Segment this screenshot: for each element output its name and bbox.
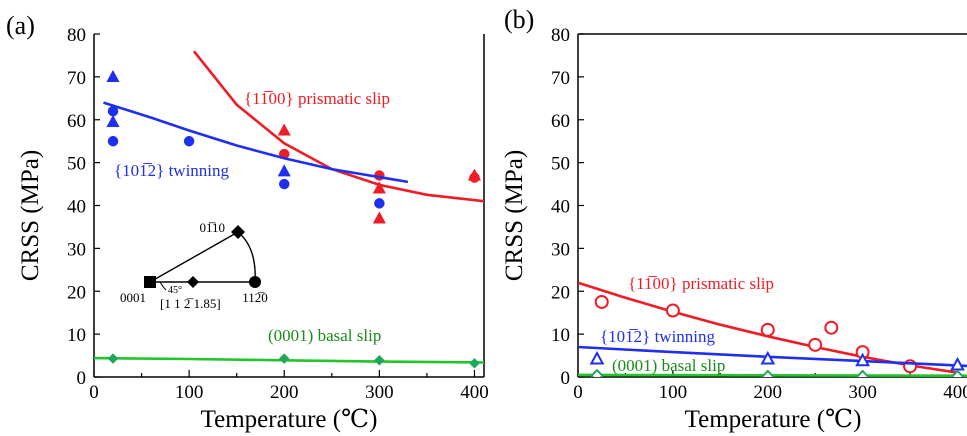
triangle-point (372, 181, 386, 194)
circle-point (808, 337, 823, 352)
inset-circle-marker (249, 276, 261, 288)
x-tick-label: 100 (175, 382, 204, 403)
diamond-point (855, 369, 870, 377)
inset-edge (149, 231, 239, 283)
y-tick-label: 50 (67, 154, 86, 175)
x-tick-label: 0 (573, 382, 583, 403)
circle-point (278, 178, 290, 190)
y-tick-label: 0 (77, 368, 87, 389)
x-tick-label: 0 (89, 382, 99, 403)
fit-line (103, 101, 409, 184)
triangle-point (372, 211, 386, 224)
diamond-point (374, 354, 385, 366)
axes: 0 10 20 30 40 50 60 70 80 0 100 200 300 400 Temperatur… (17, 25, 489, 433)
axes: 0 10 20 30 40 50 60 70 80 0 100 200 300 400 Temperatur… (501, 25, 967, 433)
diamond-point (590, 368, 604, 377)
x-tick-label: 400 (943, 382, 967, 403)
x-tick-label: 200 (270, 382, 299, 403)
series-0 (192, 50, 484, 224)
y-tick-label: 20 (551, 282, 570, 303)
y-tick-label: 0 (561, 368, 571, 389)
y-tick-label: 40 (551, 197, 570, 218)
diamond-point (469, 357, 480, 369)
x-tick-label: 300 (848, 382, 877, 403)
triangle-point (760, 350, 776, 365)
inset-label-direction: [1 1 2̅ 1.85] (160, 296, 221, 311)
inset-arc (237, 231, 256, 283)
y-tick-label: 10 (551, 325, 570, 346)
fit-line (192, 50, 484, 203)
circle-point (665, 303, 680, 318)
y-axis-title: CRSS (MPa) (501, 150, 528, 281)
circle-point (594, 294, 609, 309)
panel-b-label: (b) (504, 5, 534, 34)
series-label: {101̅2} twinning (600, 327, 716, 346)
x-tick-label: 300 (365, 382, 394, 403)
y-tick-label: 60 (67, 111, 86, 132)
x-tick-label: 400 (460, 382, 489, 403)
circle-point (183, 135, 195, 147)
panel-a-label: (a) (6, 11, 35, 40)
chart-panel-b: (b) 0 10 20 30 40 50 60 70 80 0 100 200 300 400 Temper… (501, 5, 967, 433)
y-tick-label: 60 (551, 111, 570, 132)
series-label: (0001) basal slip (612, 356, 725, 375)
triangle-point (106, 114, 120, 128)
y-tick-label: 10 (67, 325, 86, 346)
y-tick-label: 80 (551, 25, 570, 46)
x-axis-title: Temperature (℃) (201, 406, 378, 433)
circle-point (107, 135, 119, 147)
inset-label-angle: 45° (168, 285, 182, 296)
inset-label-right: 112̅0 (242, 290, 268, 305)
diamond-point (760, 369, 775, 377)
series-label: {101̅2} twinning (114, 161, 230, 180)
y-tick-label: 30 (551, 239, 570, 260)
inset-label-left: 0001 (120, 290, 146, 305)
y-tick-label: 70 (67, 68, 86, 89)
series-1 (103, 69, 409, 209)
inset-label-top: 01̅10 (199, 220, 225, 235)
diamond-point (950, 369, 965, 377)
y-tick-label: 40 (67, 197, 86, 218)
series-1 (578, 345, 967, 371)
y-tick-label: 20 (67, 282, 86, 303)
inset-angle-arc (159, 281, 167, 291)
y-tick-label: 50 (551, 154, 570, 175)
series-label: {11̅00} prismatic slip (628, 274, 774, 293)
circle-point (824, 320, 839, 335)
circle-point (107, 105, 119, 117)
circle-point (374, 198, 385, 209)
inset-triangle-marker (231, 225, 245, 239)
diamond-point (278, 353, 290, 364)
triangle-point (106, 69, 120, 83)
x-axis-title: Temperature (℃) (685, 406, 862, 433)
circle-point (469, 172, 480, 183)
triangle-point (277, 164, 291, 177)
series-label: {11̅00} prismatic slip (244, 89, 390, 108)
inset-diamond-marker (187, 276, 199, 288)
series-2 (94, 353, 484, 369)
triangle-point (277, 123, 291, 136)
inset-square-marker (144, 276, 156, 288)
triangle-point (589, 350, 605, 365)
y-tick-label: 70 (551, 68, 570, 89)
chart-panel-a: (a) 0 10 20 30 40 50 60 70 80 0 100 200 300 400 Temper… (6, 11, 489, 433)
x-tick-label: 100 (659, 382, 688, 403)
series-2 (578, 368, 967, 377)
y-tick-label: 80 (67, 25, 86, 46)
y-tick-label: 30 (67, 239, 86, 260)
inset-schematic: 01̅10 0001 112̅0 45°[1 1 2̅ 1.85] (120, 220, 268, 311)
y-axis-title: CRSS (MPa) (17, 150, 44, 281)
circle-point (760, 322, 775, 337)
diamond-point (107, 353, 119, 364)
series-label: (0001) basal slip (268, 326, 381, 345)
triangle-point (950, 356, 965, 371)
x-tick-label: 200 (754, 382, 783, 403)
triangle-point (855, 352, 870, 367)
